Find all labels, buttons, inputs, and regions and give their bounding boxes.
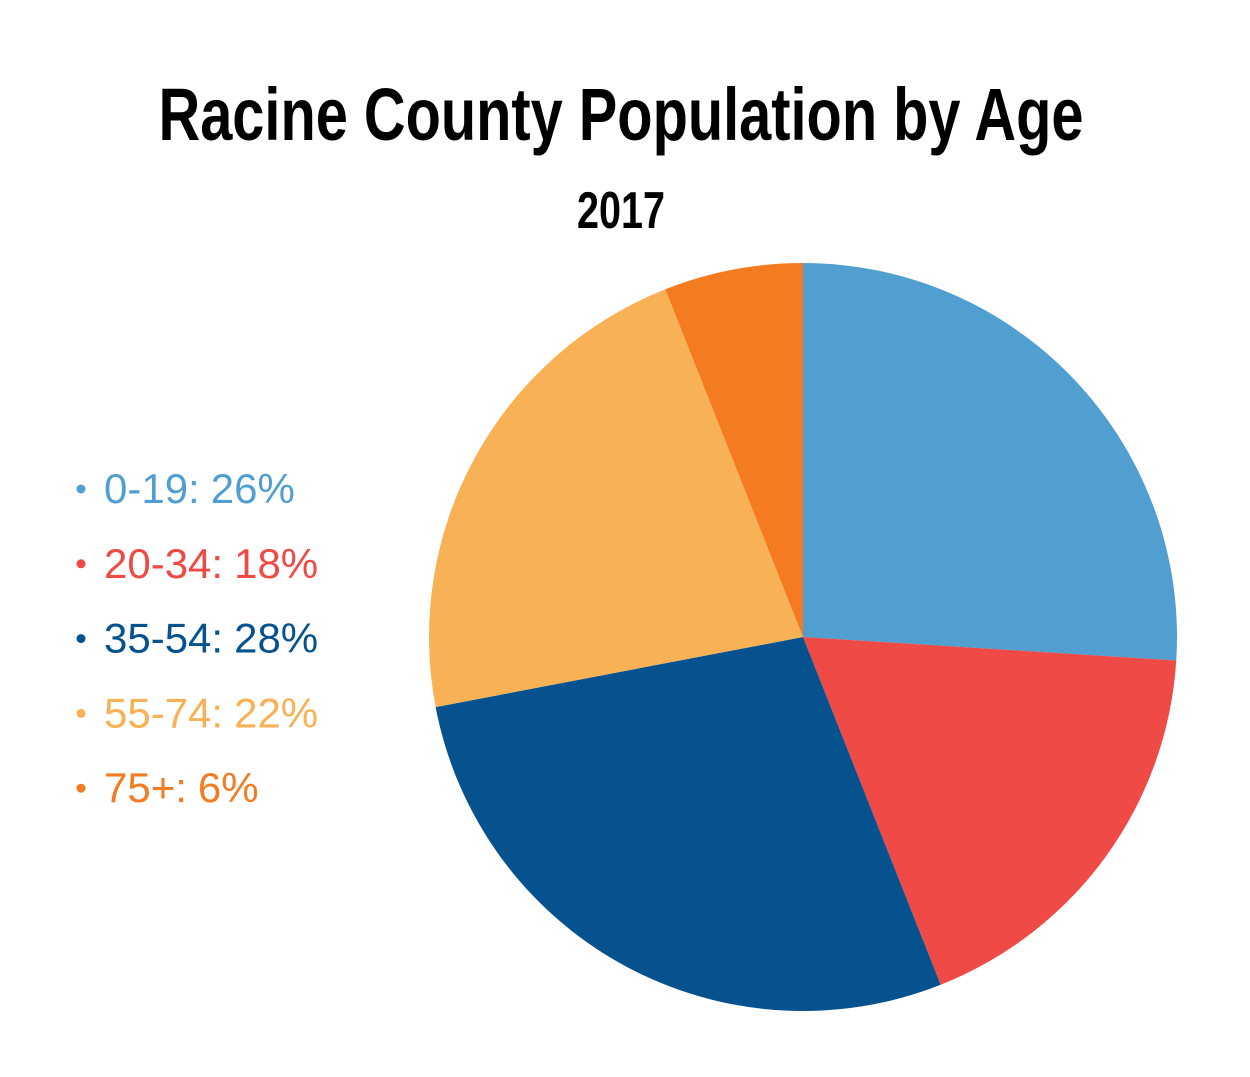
legend-bullet [76,559,86,569]
pie-slice [435,637,941,1011]
legend-label: 55-74: [104,689,223,736]
legend-bullet [76,783,86,793]
legend-value: 28% [234,615,318,662]
legend-bullet [76,484,86,494]
pie-slice [665,263,803,637]
pie-slice [803,263,1177,661]
pie-slice [428,289,803,708]
legend-value: 22% [234,689,318,736]
legend-label: 0-19: [104,465,200,512]
legend-entry: 75+: 6% [104,764,259,811]
legend-bullet [76,634,86,644]
legend-entry: 0-19: 26% [104,465,295,512]
legend-bullet [76,708,86,718]
legend-label: 75+: [104,764,187,811]
legend-value: 18% [234,540,318,587]
legend-entry: 35-54: 28% [104,615,318,662]
legend-label: 35-54: [104,615,223,662]
pie [428,263,1177,1011]
legend-entry: 55-74: 22% [104,689,318,736]
chart-subtitle: 2017 [577,182,665,240]
pie-slice [803,637,1177,985]
legend-label: 20-34: [104,540,223,587]
legend-entry: 20-34: 18% [104,540,318,587]
legend-value: 6% [198,764,259,811]
chart-title: Racine County Population by Age [159,73,1084,156]
legend-value: 26% [211,465,295,512]
legend: 0-19: 26%20-34: 18%35-54: 28%55-74: 22%75+: 6… [76,465,318,811]
